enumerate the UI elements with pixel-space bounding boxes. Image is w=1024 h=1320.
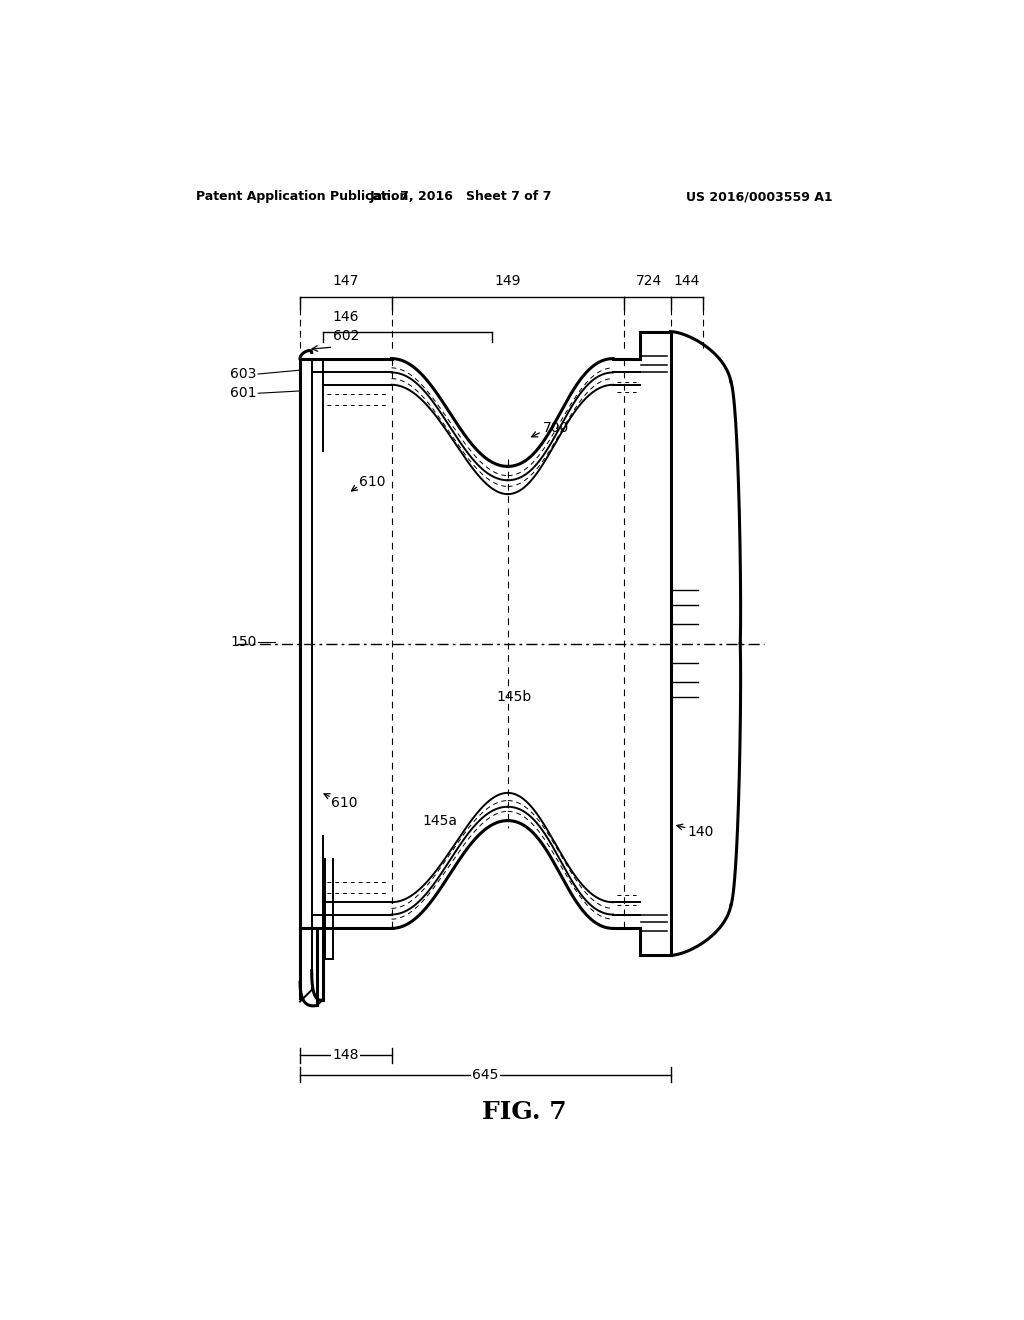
- Text: 145a: 145a: [423, 813, 458, 828]
- Text: US 2016/0003559 A1: US 2016/0003559 A1: [686, 190, 833, 203]
- Text: 146: 146: [333, 310, 359, 323]
- Text: 140: 140: [687, 825, 714, 840]
- Text: 645: 645: [472, 1068, 499, 1081]
- Text: Patent Application Publication: Patent Application Publication: [197, 190, 409, 203]
- Text: 150: 150: [230, 635, 257, 649]
- Text: 700: 700: [543, 421, 569, 434]
- Text: 145b: 145b: [497, 690, 532, 705]
- Text: FIG. 7: FIG. 7: [482, 1100, 567, 1123]
- Text: 601: 601: [230, 387, 257, 400]
- Text: 602: 602: [334, 329, 359, 343]
- Text: 148: 148: [333, 1048, 359, 1063]
- Text: 149: 149: [495, 273, 521, 288]
- Text: 603: 603: [230, 367, 257, 381]
- Text: 144: 144: [674, 273, 700, 288]
- Text: 724: 724: [636, 273, 662, 288]
- Text: Jan. 7, 2016   Sheet 7 of 7: Jan. 7, 2016 Sheet 7 of 7: [370, 190, 552, 203]
- Text: 610: 610: [359, 475, 385, 488]
- Text: 610: 610: [331, 796, 357, 810]
- Text: 147: 147: [333, 273, 359, 288]
